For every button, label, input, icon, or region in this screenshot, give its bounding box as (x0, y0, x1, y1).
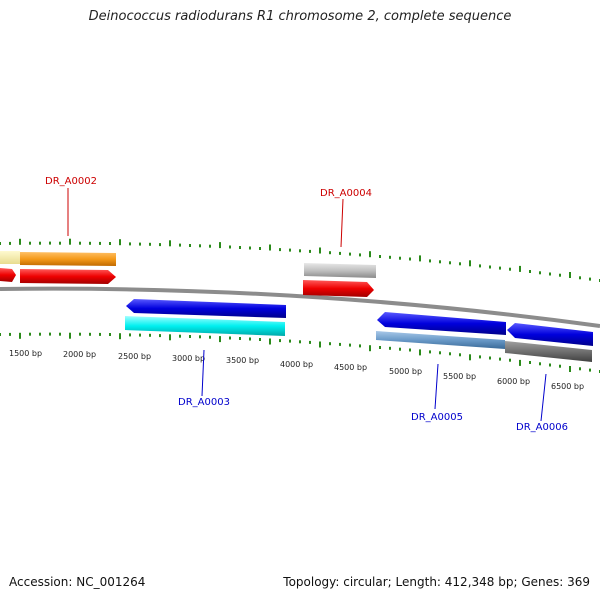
gene-feature-dr-a0002 (20, 269, 116, 284)
ruler-label: 5000 bp (389, 367, 422, 376)
feature-cyan-block (125, 316, 285, 336)
gene-label-dr-a0003[interactable]: DR_A0003 (178, 397, 230, 408)
ruler-label: 5500 bp (443, 372, 476, 381)
leader-line-dr-a0006 (540, 373, 547, 422)
gene-label-dr-a0002[interactable]: DR_A0002 (45, 176, 97, 187)
ruler-label: 4000 bp (280, 360, 313, 369)
feature-steel-block (376, 331, 505, 349)
ruler-label: 6500 bp (551, 382, 584, 391)
gene-feature-dr-a0003 (126, 299, 286, 318)
gene-feature-dr-a0005 (377, 312, 506, 335)
ruler-label: 2000 bp (63, 350, 96, 359)
ruler-label: 4500 bp (334, 363, 367, 372)
genome-stats-label: Topology: circular; Length: 412,348 bp; … (283, 575, 590, 589)
top-tick-ruler (0, 238, 600, 282)
leader-line-dr-a0003 (201, 349, 205, 397)
leader-line-dr-a0004 (340, 198, 344, 248)
ruler-label: 3500 bp (226, 356, 259, 365)
accession-label: Accession: NC_001264 (9, 575, 146, 589)
leader-line-dr-a0005 (434, 363, 439, 410)
ruler-label: 3000 bp (172, 354, 205, 363)
feature-yellow-block (0, 251, 20, 264)
feature-dark-grey-block (505, 341, 592, 362)
feature-orange-block (20, 252, 116, 266)
gene-label-dr-a0004[interactable]: DR_A0004 (320, 188, 372, 199)
gene-feature-dr-a0004 (303, 280, 374, 297)
ruler-label: 6000 bp (497, 377, 530, 386)
bottom-tick-ruler (0, 332, 600, 373)
gene-feature-dr-a0006 (507, 323, 593, 346)
gene-label-dr-a0005[interactable]: DR_A0005 (411, 412, 463, 423)
gene-label-dr-a0006[interactable]: DR_A0006 (516, 422, 568, 433)
ruler-label: 1500 bp (9, 349, 42, 358)
ruler-label: 2500 bp (118, 352, 151, 361)
chromosome-backbone (0, 286, 600, 328)
ruler-labels: 1500 bp 2000 bp 2500 bp 3000 bp 3500 bp … (9, 349, 584, 391)
gene-feature-dr-a0001-partial (0, 268, 16, 282)
feature-grey-block (304, 263, 376, 278)
map-title: Deinococcus radiodurans R1 chromosome 2,… (88, 9, 512, 24)
